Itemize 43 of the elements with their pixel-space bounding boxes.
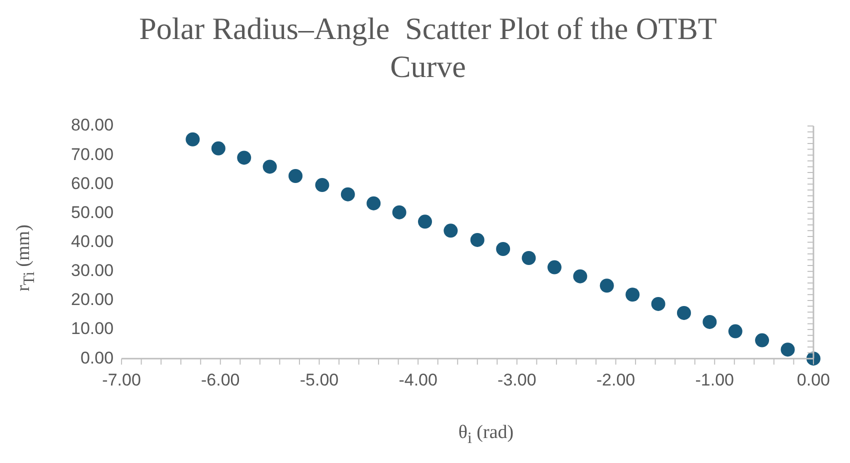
point xyxy=(237,150,252,165)
point xyxy=(470,232,484,247)
y-tick-label: 0.00 xyxy=(80,348,114,368)
point xyxy=(780,342,795,357)
point xyxy=(522,251,536,265)
x-tick-label: -2.00 xyxy=(596,370,636,390)
y-tick-label: 30.00 xyxy=(70,261,114,280)
point xyxy=(600,278,614,293)
y-tick-label: 10.00 xyxy=(70,319,114,338)
x-tick-label: -1.00 xyxy=(695,370,734,390)
point xyxy=(186,132,200,146)
point xyxy=(626,288,640,302)
y-tick-label: 60.00 xyxy=(70,174,114,193)
point xyxy=(392,205,406,220)
point xyxy=(496,242,510,256)
point xyxy=(211,141,226,156)
point xyxy=(288,169,303,184)
point xyxy=(702,314,717,329)
point xyxy=(676,306,691,320)
x-tick-label: -6.00 xyxy=(201,370,240,390)
point xyxy=(418,214,432,229)
x-tick-label: -7.00 xyxy=(102,370,141,390)
x-tick-label: -4.00 xyxy=(398,370,438,390)
point xyxy=(547,260,562,274)
point xyxy=(755,333,770,348)
chart-title: Polar Radius–Angle Scatter Plot of the OTBT Curve xyxy=(138,10,718,86)
y-tick-label: 40.00 xyxy=(70,232,114,251)
x-tick-label: -5.00 xyxy=(300,370,339,390)
x-tick-label: -3.00 xyxy=(498,370,536,390)
point xyxy=(340,187,355,202)
y-tick-label: 20.00 xyxy=(70,290,114,310)
point xyxy=(728,324,742,338)
point xyxy=(262,160,277,174)
point xyxy=(444,224,458,238)
x-tick-label: 0.00 xyxy=(796,370,830,390)
point xyxy=(651,296,666,311)
point xyxy=(366,196,381,210)
y-tick-label: 70.00 xyxy=(70,144,114,164)
y-tick-label: 80.00 xyxy=(70,116,114,135)
y-tick-label: 50.00 xyxy=(70,202,114,222)
x-axis-title: θ$_{i}$ (rad) xyxy=(457,422,515,448)
point xyxy=(315,178,330,192)
point xyxy=(573,269,588,284)
